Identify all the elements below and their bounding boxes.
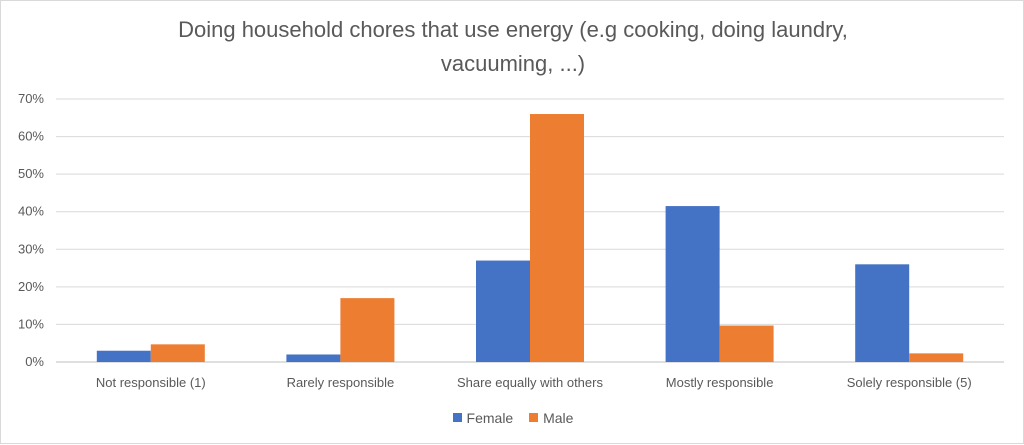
bar-female xyxy=(286,354,341,362)
y-tick-label: 30% xyxy=(18,241,44,256)
y-tick-label: 50% xyxy=(18,166,44,181)
x-tick-label: Rarely responsible xyxy=(287,375,395,390)
bar-female xyxy=(96,350,151,362)
chart-title: Doing household chores that use energy (… xyxy=(178,17,848,76)
y-tick-label: 10% xyxy=(18,316,44,331)
x-tick-label: Not responsible (1) xyxy=(96,375,206,390)
legend-label-male: Male xyxy=(543,409,574,426)
bar-male xyxy=(150,344,205,362)
y-tick-label: 20% xyxy=(18,279,44,294)
y-tick-label: 60% xyxy=(18,129,44,144)
bar-male xyxy=(719,325,774,362)
y-tick-label: 70% xyxy=(18,91,44,106)
legend-item-male: Male xyxy=(529,410,573,426)
bar-female xyxy=(476,260,530,362)
y-tick-label: 0% xyxy=(25,354,44,369)
bar-male xyxy=(909,353,964,362)
bar-female xyxy=(855,264,910,362)
x-tick-label: Solely responsible (5) xyxy=(847,375,972,390)
x-tick-label: Share equally with others xyxy=(457,375,603,390)
x-tick-label: Mostly responsible xyxy=(666,375,774,390)
legend-swatch-female xyxy=(452,413,462,422)
legend-swatch-male xyxy=(529,413,539,422)
legend-item-female: Female xyxy=(452,409,514,426)
bar-male xyxy=(340,298,395,362)
y-tick-label: 40% xyxy=(18,204,44,219)
legend: Female Male xyxy=(1,409,1024,426)
bar-female xyxy=(665,206,720,362)
legend-label-female: Female xyxy=(466,409,514,426)
bar-male xyxy=(530,114,584,363)
